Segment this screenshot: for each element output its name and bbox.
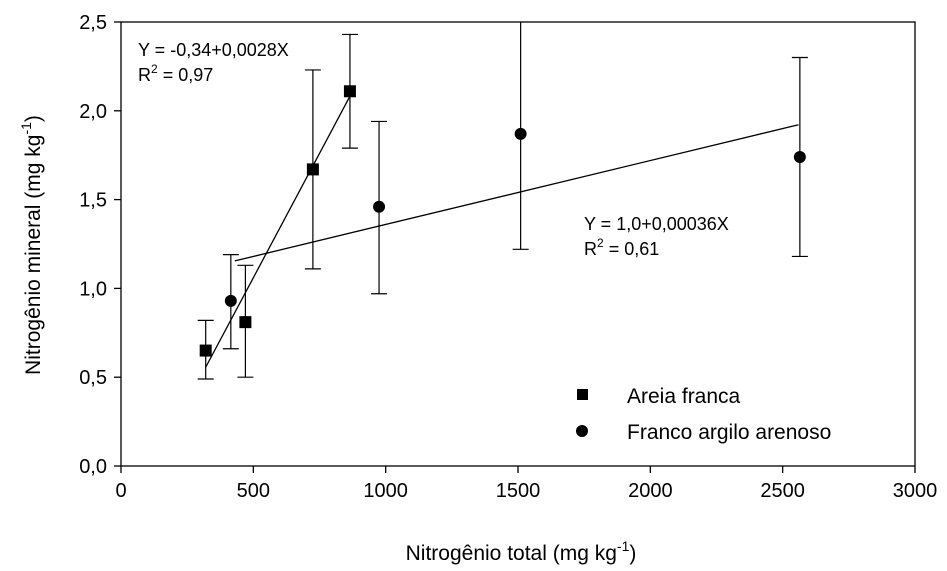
legend-label-franco: Franco argilo arenoso — [627, 421, 831, 444]
axes: 0 500 1000 1500 2000 2500 3000 0,0 0,5 1,0 1,5 2,0 2… — [79, 12, 937, 502]
legend: Areia franca Franco argilo arenoso — [576, 385, 831, 444]
y-tick-label: 2,5 — [79, 12, 107, 34]
y-tick-label: 1,0 — [79, 278, 107, 300]
legend-marker-franco — [576, 425, 588, 437]
data-point-franco — [793, 150, 806, 163]
fit-line-franco — [234, 124, 799, 262]
data-point-areia — [306, 163, 319, 176]
y-tick-label: 0,0 — [79, 456, 107, 478]
plot-area — [197, 22, 808, 380]
y-axis-title: Nitrogênio mineral (mg kg-1) — [18, 115, 45, 375]
fit-equation-franco: Y = 1,0+0,00036X — [584, 214, 729, 234]
fit-r2-areia: R2 = 0,97 — [138, 62, 213, 85]
y-tick-label: 1,5 — [79, 190, 107, 212]
x-tick-label: 1000 — [363, 480, 408, 502]
x-axis-title: Nitrogênio total (mg kg-1) — [406, 538, 637, 565]
x-tick-label: 2500 — [760, 480, 805, 502]
x-tick-label: 1500 — [496, 480, 541, 502]
data-point-areia — [199, 344, 212, 357]
x-tick-label: 2000 — [628, 480, 673, 502]
legend-label-areia: Areia franca — [627, 385, 741, 408]
data-point-areia — [239, 316, 252, 329]
data-point-franco — [224, 294, 237, 307]
fit-equation-areia: Y = -0,34+0,0028X — [138, 40, 289, 60]
data-point-franco — [373, 200, 386, 213]
data-point-franco — [514, 127, 527, 140]
x-tick-label: 3000 — [893, 480, 938, 502]
y-tick-label: 0,5 — [79, 367, 107, 389]
data-point-areia — [343, 85, 356, 98]
fit-line-areia — [205, 95, 351, 368]
x-tick-label: 0 — [115, 480, 126, 502]
legend-marker-areia — [577, 389, 588, 400]
x-tick-label: 500 — [237, 480, 270, 502]
y-tick-label: 2,0 — [79, 101, 107, 123]
fit-r2-franco: R2 = 0,61 — [584, 236, 659, 259]
plot-frame — [120, 21, 916, 467]
